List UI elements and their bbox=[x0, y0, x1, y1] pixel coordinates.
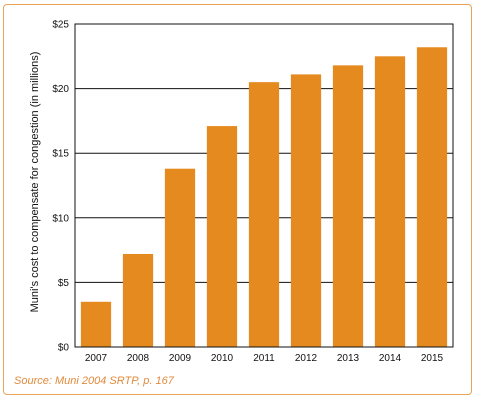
x-tick-label: 2007 bbox=[85, 353, 108, 364]
y-tick-label: $10 bbox=[52, 213, 69, 224]
bar-2007 bbox=[80, 301, 112, 347]
x-tick-label: 2008 bbox=[127, 353, 150, 364]
x-tick-label: 2012 bbox=[295, 353, 318, 364]
y-tick-label: $0 bbox=[58, 343, 70, 354]
bar-2011 bbox=[248, 82, 280, 347]
x-tick-label: 2009 bbox=[169, 353, 192, 364]
x-tick-label: 2015 bbox=[421, 353, 444, 364]
y-tick-label: $20 bbox=[52, 84, 69, 95]
plot-border bbox=[74, 23, 454, 348]
bar-2013 bbox=[332, 65, 364, 348]
source-note: Source: Muni 2004 SRTP, p. 167 bbox=[14, 375, 174, 387]
bar-2012 bbox=[290, 74, 322, 347]
y-tick-label: $25 bbox=[52, 20, 69, 31]
x-tick-label: 2014 bbox=[379, 353, 402, 364]
x-tick-label: 2010 bbox=[211, 353, 234, 364]
bar-2008 bbox=[122, 253, 154, 347]
x-tick-label: 2011 bbox=[253, 353, 275, 364]
bar-2010 bbox=[206, 126, 238, 348]
y-tick-label: $5 bbox=[58, 278, 70, 289]
x-tick-label: 2013 bbox=[337, 353, 360, 364]
bar-2014 bbox=[374, 56, 406, 348]
bar-2015 bbox=[416, 47, 448, 347]
bar-2009 bbox=[164, 168, 196, 347]
y-axis-label: Muni's cost to compensate for congestion… bbox=[29, 52, 41, 313]
y-tick-label: $15 bbox=[52, 149, 69, 160]
